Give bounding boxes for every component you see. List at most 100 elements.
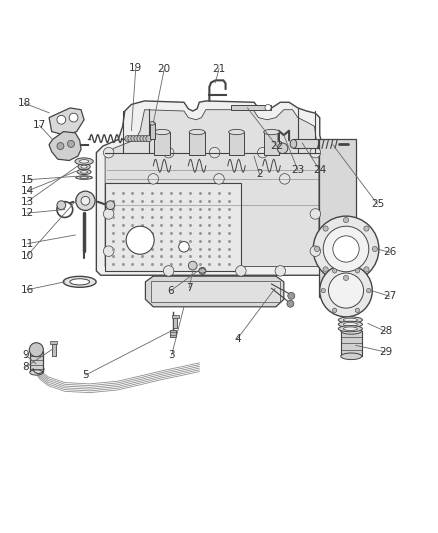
Bar xyxy=(151,280,280,302)
Circle shape xyxy=(214,174,224,184)
Ellipse shape xyxy=(154,130,170,135)
Ellipse shape xyxy=(77,169,91,174)
Circle shape xyxy=(321,288,325,293)
Ellipse shape xyxy=(229,130,244,135)
Ellipse shape xyxy=(199,269,206,273)
Circle shape xyxy=(163,147,174,158)
Ellipse shape xyxy=(341,328,362,334)
Text: 23: 23 xyxy=(291,165,304,175)
Circle shape xyxy=(125,135,131,142)
Ellipse shape xyxy=(189,130,205,135)
Circle shape xyxy=(236,265,246,276)
Text: 13: 13 xyxy=(21,197,34,207)
Text: 15: 15 xyxy=(21,175,34,185)
Circle shape xyxy=(343,275,349,280)
Circle shape xyxy=(140,135,146,142)
Text: 22: 22 xyxy=(270,141,283,151)
Bar xyxy=(172,314,179,318)
Bar xyxy=(264,132,279,155)
Circle shape xyxy=(126,226,154,254)
Circle shape xyxy=(179,287,187,296)
Circle shape xyxy=(57,115,66,124)
Circle shape xyxy=(323,226,369,272)
Bar xyxy=(170,330,176,337)
Ellipse shape xyxy=(338,326,363,332)
Bar xyxy=(105,183,241,271)
Circle shape xyxy=(69,113,78,122)
Circle shape xyxy=(265,104,271,110)
Ellipse shape xyxy=(290,140,297,148)
Ellipse shape xyxy=(76,176,92,179)
Circle shape xyxy=(209,147,220,158)
Circle shape xyxy=(332,308,337,312)
Circle shape xyxy=(279,174,290,184)
Text: 7: 7 xyxy=(186,282,193,293)
Circle shape xyxy=(157,287,166,296)
Circle shape xyxy=(57,142,64,150)
Text: 5: 5 xyxy=(82,370,89,380)
Text: 27: 27 xyxy=(383,291,396,301)
Circle shape xyxy=(134,135,140,142)
Bar xyxy=(231,106,271,110)
Text: 26: 26 xyxy=(383,247,396,257)
Circle shape xyxy=(143,135,149,142)
Text: 18: 18 xyxy=(18,98,31,108)
Circle shape xyxy=(179,241,189,252)
Circle shape xyxy=(188,261,197,270)
Ellipse shape xyxy=(80,159,88,163)
Circle shape xyxy=(199,268,206,274)
Circle shape xyxy=(310,147,321,158)
Bar xyxy=(293,140,318,148)
Ellipse shape xyxy=(70,279,89,285)
Text: 19: 19 xyxy=(129,63,142,73)
Text: 25: 25 xyxy=(371,199,384,209)
Circle shape xyxy=(320,264,372,317)
Ellipse shape xyxy=(78,164,90,169)
Bar xyxy=(150,123,155,139)
Circle shape xyxy=(131,135,137,142)
Ellipse shape xyxy=(338,317,363,323)
Circle shape xyxy=(367,288,371,293)
Polygon shape xyxy=(145,276,284,307)
Bar xyxy=(154,132,170,155)
Circle shape xyxy=(137,135,143,142)
Ellipse shape xyxy=(75,158,93,165)
Text: 4: 4 xyxy=(234,334,241,344)
Bar xyxy=(50,341,57,344)
Text: 21: 21 xyxy=(212,63,226,74)
Ellipse shape xyxy=(80,177,88,179)
Text: 8: 8 xyxy=(22,362,29,372)
Bar xyxy=(52,344,56,356)
Bar xyxy=(30,351,43,373)
Circle shape xyxy=(328,273,364,308)
Circle shape xyxy=(239,287,247,296)
Circle shape xyxy=(372,246,378,252)
Circle shape xyxy=(277,143,288,154)
Circle shape xyxy=(310,209,321,219)
Circle shape xyxy=(364,267,369,272)
Circle shape xyxy=(258,147,268,158)
Ellipse shape xyxy=(343,327,357,330)
Ellipse shape xyxy=(338,321,363,327)
Circle shape xyxy=(343,217,349,223)
Text: 3: 3 xyxy=(168,350,175,360)
Circle shape xyxy=(103,209,114,219)
Circle shape xyxy=(29,343,43,357)
Circle shape xyxy=(275,265,286,276)
Circle shape xyxy=(333,236,359,262)
Circle shape xyxy=(57,201,73,217)
Ellipse shape xyxy=(264,130,279,135)
Ellipse shape xyxy=(81,165,87,168)
Circle shape xyxy=(81,197,90,205)
Circle shape xyxy=(314,246,320,252)
Circle shape xyxy=(310,246,321,256)
Text: 17: 17 xyxy=(33,120,46,131)
Text: 2: 2 xyxy=(256,168,263,179)
Text: 29: 29 xyxy=(379,347,392,357)
Ellipse shape xyxy=(63,276,96,287)
Text: 28: 28 xyxy=(379,326,392,336)
Circle shape xyxy=(163,265,174,276)
Circle shape xyxy=(148,174,159,184)
Text: 11: 11 xyxy=(21,239,34,249)
Circle shape xyxy=(128,135,134,142)
